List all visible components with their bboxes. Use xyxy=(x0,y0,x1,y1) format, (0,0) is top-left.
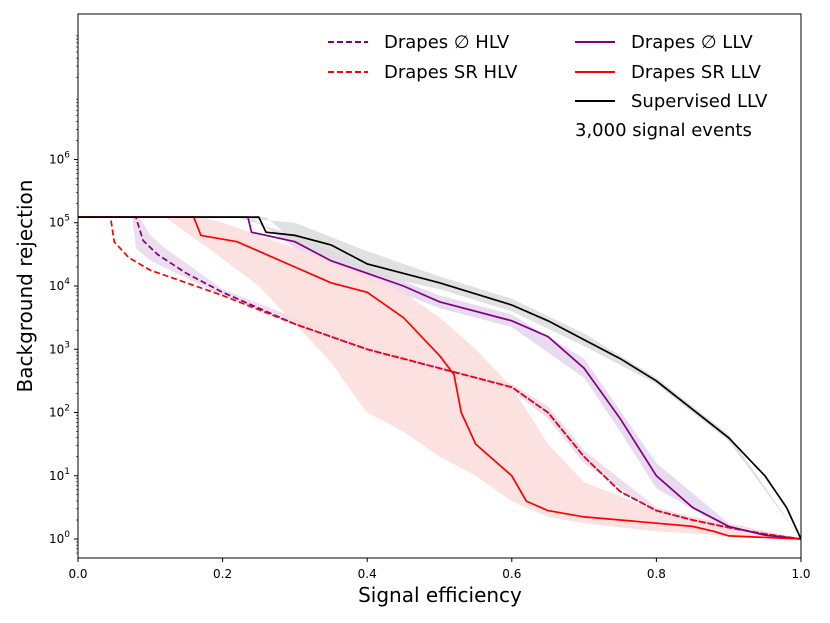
y-tick-label: 101 xyxy=(49,467,70,483)
annotation-signal-events: 3,000 signal events xyxy=(575,120,752,141)
series-line-drapes-null-llv xyxy=(78,216,801,540)
uncertainty-bands xyxy=(78,217,801,539)
y-tick-label: 103 xyxy=(49,340,70,356)
x-tick-label: 1.0 xyxy=(791,567,810,581)
x-tick-label: 0.0 xyxy=(68,567,87,581)
band-drapes-sr-llv-band xyxy=(78,217,801,539)
legend-label-drapes-null-hlv: Drapes ∅ HLV xyxy=(384,32,510,53)
y-tick-label: 102 xyxy=(49,404,70,420)
x-axis-ticks: 0.0 0.2 0.4 0.6 0.8 1.0 xyxy=(68,558,811,581)
y-tick-label: 100 xyxy=(49,530,70,546)
legend-label-drapes-null-llv: Drapes ∅ LLV xyxy=(631,32,753,53)
series-line-supervised-llv xyxy=(78,216,801,540)
x-tick-label: 0.6 xyxy=(502,567,521,581)
band-supervised-llv-band xyxy=(78,217,801,539)
y-tick-label: 104 xyxy=(49,277,70,293)
x-axis-label: Signal efficiency xyxy=(358,583,522,607)
x-tick-label: 0.2 xyxy=(213,567,232,581)
series-line-drapes-sr-llv xyxy=(78,216,801,540)
series-lines xyxy=(78,216,801,540)
y-axis-label: Background rejection xyxy=(13,180,37,393)
x-tick-label: 0.4 xyxy=(358,567,377,581)
y-tick-label: 106 xyxy=(49,150,70,166)
legend-label-drapes-sr-hlv: Drapes SR HLV xyxy=(384,62,518,83)
y-axis-ticks: 100 101 102 103 104 105 106 xyxy=(49,35,78,554)
band-drapes-null-hlv-band xyxy=(78,217,801,539)
y-tick-label: 105 xyxy=(49,214,70,230)
legend-label-supervised-llv: Supervised LLV xyxy=(631,91,768,112)
series-line-drapes-sr-hlv xyxy=(78,216,801,540)
legend: Drapes ∅ HLV Drapes SR HLV Drapes ∅ LLV Dra… xyxy=(328,32,768,141)
legend-label-drapes-sr-llv: Drapes SR LLV xyxy=(631,62,762,83)
x-tick-label: 0.8 xyxy=(647,567,666,581)
